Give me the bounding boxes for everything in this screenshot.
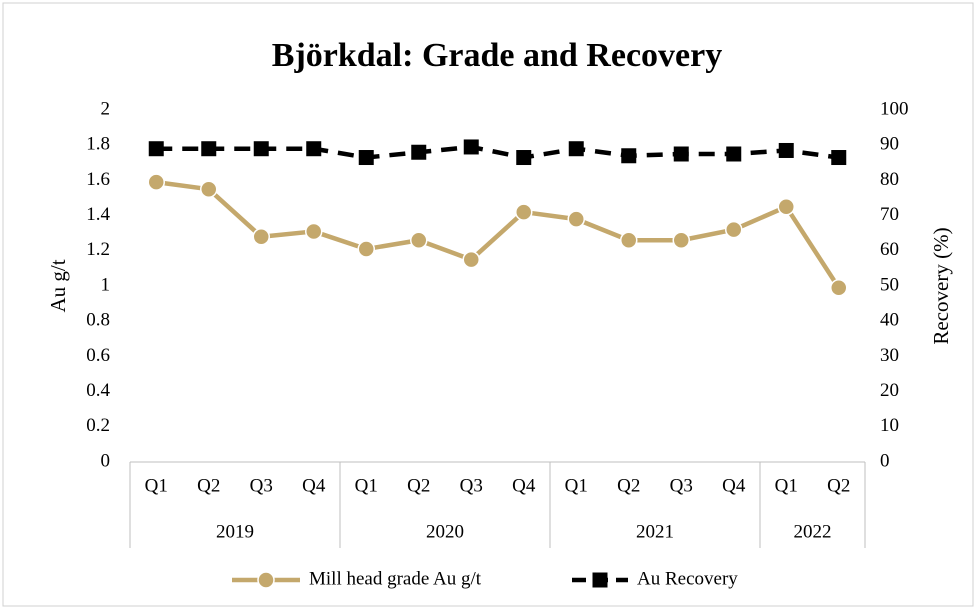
data-point bbox=[462, 250, 480, 269]
x-tick-label: Q2 bbox=[407, 475, 430, 496]
y2-tick-label: 70 bbox=[880, 204, 899, 225]
x-tick-label: Q4 bbox=[302, 475, 326, 496]
x-tick-label: Q2 bbox=[617, 475, 640, 496]
x-tick-label: Q1 bbox=[355, 475, 378, 496]
x-tick-label: Q1 bbox=[565, 475, 588, 496]
data-point bbox=[725, 220, 743, 239]
y2-tick-label: 100 bbox=[880, 98, 909, 119]
y-tick-label: 0.6 bbox=[86, 345, 110, 366]
x-group-label: 2022 bbox=[794, 521, 832, 542]
data-point bbox=[778, 142, 794, 158]
y-tick-label: 1 bbox=[101, 274, 111, 295]
data-point bbox=[411, 144, 427, 160]
x-tick-label: Q4 bbox=[512, 475, 536, 496]
data-point bbox=[148, 141, 164, 157]
data-point bbox=[673, 146, 689, 162]
x-group-label: 2020 bbox=[426, 521, 464, 542]
x-tick-label: Q2 bbox=[827, 475, 850, 496]
y-axis-label: Au g/t bbox=[46, 259, 70, 312]
x-tick-label: Q1 bbox=[775, 475, 798, 496]
chart-title: Björkdal: Grade and Recovery bbox=[272, 37, 722, 74]
y-tick-label: 1.8 bbox=[86, 134, 110, 155]
data-point bbox=[620, 231, 638, 249]
legend-label: Mill head grade Au g/t bbox=[309, 568, 482, 589]
data-point bbox=[357, 240, 375, 258]
x-tick-label: Q2 bbox=[197, 475, 220, 496]
y2-tick-label: 60 bbox=[880, 239, 899, 260]
data-point bbox=[306, 141, 322, 157]
data-point bbox=[358, 150, 374, 166]
y2-tick-label: 30 bbox=[880, 345, 899, 366]
data-point bbox=[831, 150, 847, 166]
y2-tick-label: 0 bbox=[880, 450, 890, 471]
data-point bbox=[672, 231, 690, 249]
y-tick-label: 0 bbox=[101, 450, 111, 471]
data-point bbox=[515, 203, 533, 221]
x-tick-label: Q4 bbox=[722, 475, 746, 496]
y-tick-label: 2 bbox=[101, 98, 111, 119]
y-tick-label: 1.6 bbox=[86, 169, 110, 190]
data-point bbox=[568, 141, 584, 157]
series-line bbox=[156, 144, 840, 160]
y-tick-label: 1.4 bbox=[86, 204, 110, 225]
data-point bbox=[830, 279, 848, 297]
y-tick-label: 0.4 bbox=[86, 380, 110, 401]
y-tick-label: 0.8 bbox=[86, 310, 110, 331]
data-point bbox=[621, 148, 637, 164]
x-tick-label: Q3 bbox=[460, 475, 483, 496]
x-tick-label: Q3 bbox=[250, 475, 273, 496]
data-point bbox=[201, 141, 217, 157]
data-point bbox=[200, 180, 218, 198]
data-point bbox=[567, 210, 585, 228]
legend-marker bbox=[257, 571, 275, 589]
x-tick-label: Q1 bbox=[145, 475, 168, 496]
data-point bbox=[463, 139, 479, 155]
data-point bbox=[253, 141, 269, 157]
data-point bbox=[777, 198, 795, 216]
y-tick-label: 1.2 bbox=[86, 239, 110, 260]
legend-marker bbox=[592, 572, 608, 588]
data-point bbox=[252, 227, 270, 246]
y2-tick-label: 50 bbox=[880, 274, 899, 295]
x-group-label: 2019 bbox=[216, 521, 254, 542]
y2-tick-label: 90 bbox=[880, 134, 899, 155]
y2-tick-label: 80 bbox=[880, 169, 899, 190]
legend-label: Au Recovery bbox=[637, 568, 738, 589]
data-point bbox=[410, 231, 428, 249]
data-point bbox=[516, 150, 532, 166]
y-tick-label: 0.2 bbox=[86, 415, 110, 436]
series-line bbox=[155, 179, 841, 289]
y2-tick-label: 10 bbox=[880, 415, 899, 436]
x-group-label: 2021 bbox=[636, 521, 674, 542]
y2-tick-label: 20 bbox=[880, 380, 899, 401]
data-point bbox=[147, 173, 165, 191]
y2-tick-label: 40 bbox=[880, 310, 899, 331]
data-point bbox=[726, 146, 742, 162]
y2-axis-label: Recovery (%) bbox=[929, 227, 953, 344]
data-point bbox=[305, 222, 323, 241]
x-tick-label: Q3 bbox=[670, 475, 693, 496]
